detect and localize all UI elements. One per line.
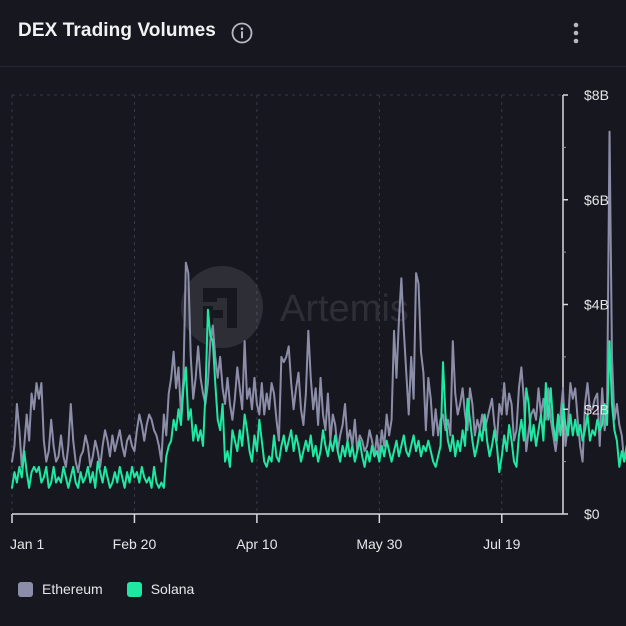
y-tick-label: $2B xyxy=(584,401,609,417)
legend-label-ethereum: Ethereum xyxy=(42,581,103,597)
watermark: Artemis xyxy=(181,266,409,348)
tick-labels: $0 $2B $4B $6B $8B Jan 1 Feb 20 Apr 10 May 30 Jul… xyxy=(10,87,609,552)
x-tick-label: Apr 10 xyxy=(236,536,277,552)
info-icon[interactable] xyxy=(231,22,253,44)
y-tick-label: $4B xyxy=(584,297,609,313)
watermark-text: Artemis xyxy=(280,288,409,330)
chart-header: DEX Trading Volumes xyxy=(0,0,626,67)
series-line-ethereum xyxy=(11,130,626,474)
legend: Ethereum Solana xyxy=(18,578,218,600)
y-tick-label: $6B xyxy=(584,192,609,208)
grid xyxy=(11,94,563,514)
more-menu-icon[interactable] xyxy=(566,20,586,46)
x-tick-label: Feb 20 xyxy=(113,536,157,552)
legend-swatch-solana xyxy=(126,581,142,597)
series-layer xyxy=(11,130,626,489)
artemis-logo-icon xyxy=(181,266,263,348)
legend-item-ethereum[interactable]: Ethereum xyxy=(18,581,103,597)
legend-item-solana[interactable]: Solana xyxy=(126,581,195,597)
legend-label-solana: Solana xyxy=(150,581,195,597)
legend-swatch-ethereum xyxy=(18,581,33,597)
series-line-solana xyxy=(11,308,626,489)
x-tick-label: Jul 19 xyxy=(483,536,521,552)
x-tick-label: Jan 1 xyxy=(10,536,44,552)
y-tick-label: $0 xyxy=(584,506,600,522)
chart-svg: Artemis $0 $2B $4B $6B $8B Jan 1 Feb 20 Apr 10 M… xyxy=(10,87,626,552)
chart-title: DEX Trading Volumes xyxy=(18,20,216,41)
chart-area: Artemis $0 $2B $4B $6B $8B Jan 1 Feb 20 Apr 10 M… xyxy=(0,66,626,566)
x-tick-label: May 30 xyxy=(356,536,402,552)
y-tick-label: $8B xyxy=(584,87,609,103)
